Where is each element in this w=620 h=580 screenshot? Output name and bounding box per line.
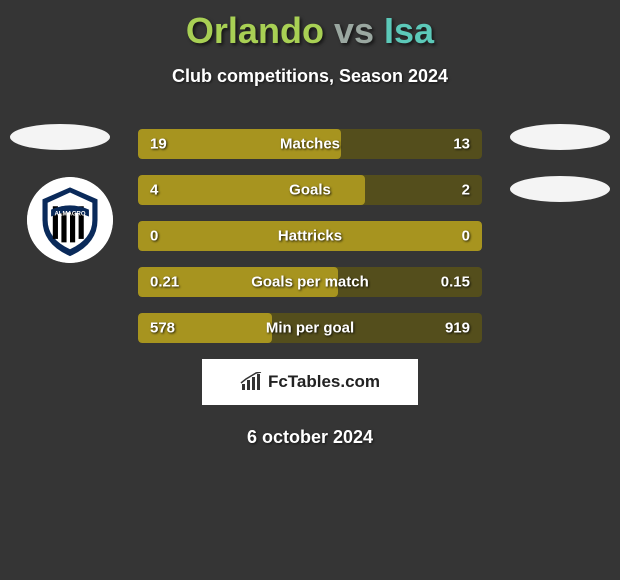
club-badge: ALMAGRO bbox=[27, 177, 113, 263]
bar-chart-icon bbox=[240, 372, 262, 392]
subtitle: Club competitions, Season 2024 bbox=[0, 66, 620, 87]
stat-value-left: 0 bbox=[150, 228, 158, 245]
stat-value-right: 0.15 bbox=[441, 274, 470, 291]
player-a-name: Orlando bbox=[186, 10, 324, 51]
stat-row-matches: 19 Matches 13 bbox=[138, 129, 482, 159]
stat-value-left: 4 bbox=[150, 182, 158, 199]
stat-value-right: 0 bbox=[462, 228, 470, 245]
stat-value-left: 19 bbox=[150, 136, 167, 153]
date-text: 6 october 2024 bbox=[0, 427, 620, 448]
player-b-placeholder bbox=[510, 124, 610, 150]
stat-row-goals: 4 Goals 2 bbox=[138, 175, 482, 205]
stat-row-min-per-goal: 578 Min per goal 919 bbox=[138, 313, 482, 343]
stat-value-left: 0.21 bbox=[150, 274, 179, 291]
player-a-placeholder bbox=[10, 124, 110, 150]
player-b-placeholder-2 bbox=[510, 176, 610, 202]
logo-text: FcTables.com bbox=[268, 372, 380, 392]
stat-value-right: 2 bbox=[462, 182, 470, 199]
stat-value-right: 919 bbox=[445, 320, 470, 337]
vs-text: vs bbox=[334, 10, 374, 51]
stat-row-hattricks: 0 Hattricks 0 bbox=[138, 221, 482, 251]
fctables-logo: FcTables.com bbox=[202, 359, 418, 405]
stat-row-goals-per-match: 0.21 Goals per match 0.15 bbox=[138, 267, 482, 297]
stat-label: Goals per match bbox=[251, 274, 369, 291]
stat-label: Min per goal bbox=[266, 320, 354, 337]
stat-label: Matches bbox=[280, 136, 340, 153]
stat-value-right: 13 bbox=[453, 136, 470, 153]
page-title: Orlando vs Isa bbox=[0, 0, 620, 52]
stat-label: Hattricks bbox=[278, 228, 342, 245]
stat-label: Goals bbox=[289, 182, 331, 199]
player-b-name: Isa bbox=[384, 10, 434, 51]
stat-value-left: 578 bbox=[150, 320, 175, 337]
svg-text:ALMAGRO: ALMAGRO bbox=[54, 212, 85, 218]
comparison-chart: 19 Matches 13 4 Goals 2 0 Hattricks 0 0.21 Goals p… bbox=[138, 129, 482, 343]
